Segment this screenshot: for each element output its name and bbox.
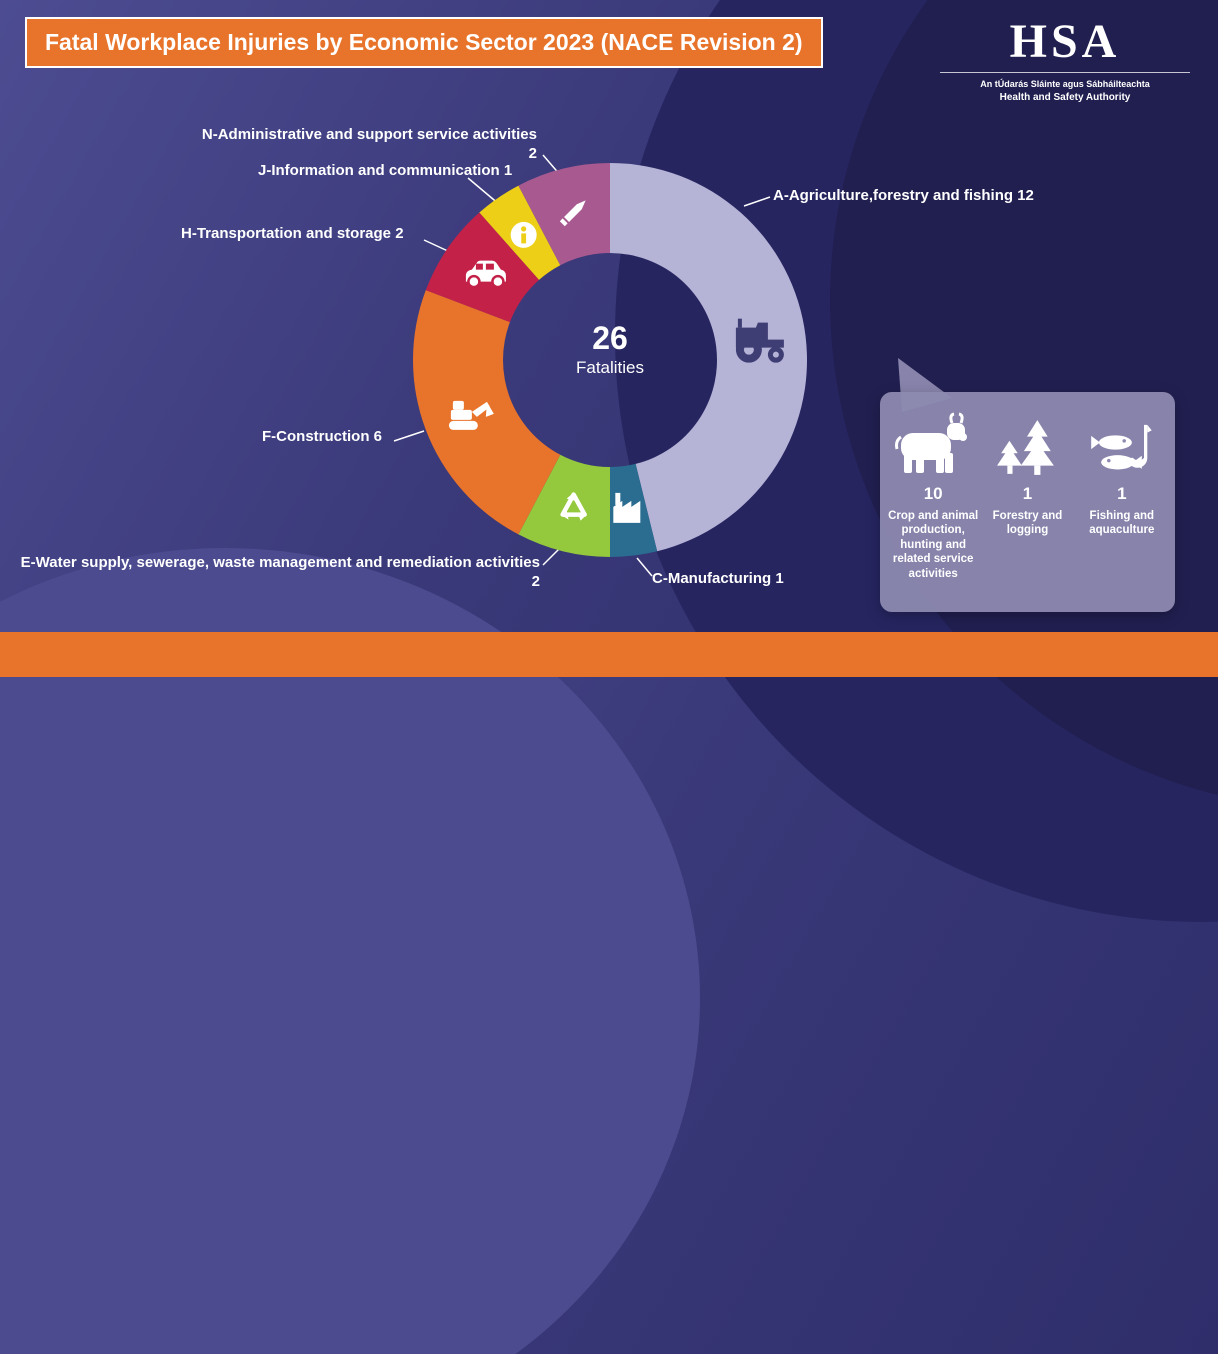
hsa-logo-text: HSA <box>1009 15 1121 68</box>
label-water-supply: E-Water supply, sewerage, waste manageme… <box>20 554 540 590</box>
hsa-logo-subtitle: An tÚdarás Sláinte agus Sábháilteachta H… <box>940 72 1190 105</box>
cow-icon <box>888 408 978 478</box>
hsa-subtitle-irish: An tÚdarás Sláinte agus Sábháilteachta <box>980 79 1150 89</box>
hsa-subtitle-english: Health and Safety Authority <box>999 91 1131 103</box>
callout-value: 1 <box>1022 484 1033 503</box>
page-title: Fatal Workplace Injuries by Economic Sec… <box>25 17 823 69</box>
callout-value: 1 <box>1117 484 1127 503</box>
label-administrative: N-Administrative and support service act… <box>201 126 537 162</box>
donut-segment-0[interactable] <box>610 163 807 552</box>
callout-value: 10 <box>923 484 943 503</box>
callout-label: Forestry and logging <box>992 510 1063 537</box>
callout-label: Fishing and aquaculture <box>1089 510 1155 537</box>
callout-items: 10 Crop and animal production, hunting a… <box>880 392 1175 589</box>
agriculture-breakdown-callout: 10 Crop and animal production, hunting a… <box>880 392 1175 612</box>
pine-trees-icon <box>982 408 1072 478</box>
callout-item-crop-animal: 10 Crop and animal production, hunting a… <box>888 408 978 581</box>
donut-segment-2[interactable] <box>518 454 610 557</box>
label-transportation: H-Transportation and storage 2 <box>181 225 404 242</box>
callout-item-forestry: 1 Forestry and logging <box>982 408 1072 581</box>
fish-hook-icon <box>1077 408 1167 478</box>
bottom-orange-band <box>0 632 1218 677</box>
donut-segment-6[interactable] <box>518 163 610 266</box>
label-information: J-Information and communication 1 <box>258 162 513 179</box>
label-agriculture: A-Agriculture,forestry and fishing 12 <box>773 187 1034 204</box>
donut-chart <box>410 160 810 560</box>
info-icon <box>510 221 537 248</box>
label-construction: F-Construction 6 <box>262 428 382 445</box>
callout-label: Crop and animal production, hunting and … <box>888 510 979 580</box>
callout-item-fishing: 1 Fishing and aquaculture <box>1077 408 1167 581</box>
hsa-logo: HSA An tÚdarás Sláinte agus Sábháilteach… <box>940 18 1190 105</box>
label-manufacturing: C-Manufacturing 1 <box>652 570 784 587</box>
